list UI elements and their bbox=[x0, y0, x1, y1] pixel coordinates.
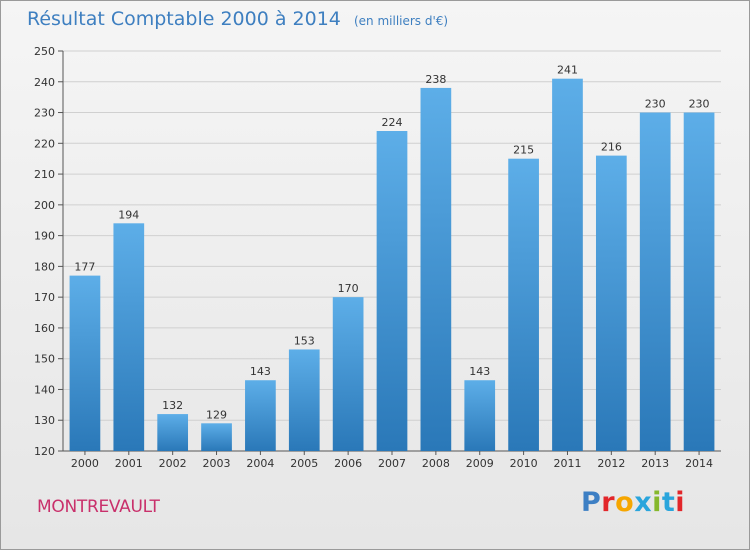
bar bbox=[639, 112, 671, 452]
y-tick-label: 150 bbox=[34, 353, 55, 366]
x-tick-label: 2014 bbox=[685, 457, 713, 470]
x-tick-label: 2010 bbox=[510, 457, 538, 470]
bar bbox=[508, 158, 539, 451]
bar bbox=[595, 155, 627, 451]
y-tick-label: 130 bbox=[34, 414, 55, 427]
data-label: 170 bbox=[338, 282, 359, 295]
bar bbox=[552, 78, 583, 451]
y-tick-label: 170 bbox=[34, 291, 55, 304]
data-label: 224 bbox=[382, 116, 403, 129]
logo-letter: t bbox=[661, 487, 676, 518]
proxiti-logo[interactable]: Proxiti bbox=[581, 487, 685, 518]
logo-letter: P bbox=[581, 487, 602, 518]
commune-name: MONTREVAULT bbox=[37, 497, 160, 517]
data-label: 132 bbox=[162, 399, 183, 412]
y-tick-label: 160 bbox=[34, 322, 55, 335]
x-tick-label: 2000 bbox=[71, 457, 99, 470]
y-tick-label: 220 bbox=[34, 137, 55, 150]
bar bbox=[376, 131, 408, 451]
x-tick-label: 2004 bbox=[246, 457, 274, 470]
y-tick-label: 240 bbox=[34, 76, 55, 89]
x-tick-label: 2001 bbox=[115, 457, 143, 470]
bar bbox=[113, 223, 145, 451]
data-label: 215 bbox=[513, 144, 534, 157]
bar bbox=[288, 349, 320, 451]
y-tick-label: 120 bbox=[34, 445, 55, 458]
logo-letter: i bbox=[675, 487, 686, 518]
logo-letter: i bbox=[652, 487, 662, 518]
x-tick-label: 2007 bbox=[378, 457, 406, 470]
data-label: 230 bbox=[689, 98, 710, 111]
y-tick-label: 180 bbox=[34, 260, 55, 273]
x-tick-label: 2013 bbox=[641, 457, 669, 470]
x-tick-label: 2009 bbox=[466, 457, 494, 470]
x-tick-label: 2002 bbox=[159, 457, 187, 470]
data-label: 143 bbox=[250, 365, 271, 378]
data-label: 177 bbox=[74, 261, 95, 274]
x-tick-label: 2006 bbox=[334, 457, 362, 470]
bar bbox=[157, 414, 189, 451]
x-tick-label: 2003 bbox=[203, 457, 231, 470]
y-tick-label: 250 bbox=[34, 45, 55, 58]
bar bbox=[332, 297, 364, 451]
data-label: 241 bbox=[557, 64, 578, 77]
x-tick-label: 2012 bbox=[597, 457, 625, 470]
logo-letter: r bbox=[601, 487, 616, 518]
x-tick-label: 2005 bbox=[290, 457, 318, 470]
logo-letter: x bbox=[634, 487, 653, 518]
y-tick-label: 140 bbox=[34, 383, 55, 396]
bar bbox=[420, 87, 452, 451]
data-label: 153 bbox=[294, 334, 315, 347]
bar bbox=[69, 275, 101, 451]
bars bbox=[69, 78, 715, 452]
x-tick-label: 2011 bbox=[553, 457, 581, 470]
bar bbox=[683, 112, 715, 452]
data-label: 129 bbox=[206, 408, 227, 421]
chart-title: Résultat Comptable 2000 à 2014 bbox=[27, 8, 341, 30]
y-tick-label: 210 bbox=[34, 168, 55, 181]
bar bbox=[464, 380, 496, 451]
y-tick-label: 190 bbox=[34, 230, 55, 243]
y-tick-label: 200 bbox=[34, 199, 55, 212]
x-tick-label: 2008 bbox=[422, 457, 450, 470]
bar bbox=[201, 423, 232, 451]
bar bbox=[245, 380, 276, 451]
logo-letter: o bbox=[615, 487, 635, 518]
data-label: 143 bbox=[469, 365, 490, 378]
data-label: 216 bbox=[601, 141, 622, 154]
labels: 120 130 140 150 160 170 180 190 200 210 220 230 240 2… bbox=[34, 45, 713, 470]
title-row: Résultat Comptable 2000 à 2014 (en milli… bbox=[27, 8, 448, 30]
chart-subtitle: (en milliers d'€) bbox=[353, 14, 449, 28]
data-label: 238 bbox=[425, 73, 446, 86]
y-tick-label: 230 bbox=[34, 107, 55, 120]
data-label: 230 bbox=[645, 98, 666, 111]
data-label: 194 bbox=[118, 208, 139, 221]
